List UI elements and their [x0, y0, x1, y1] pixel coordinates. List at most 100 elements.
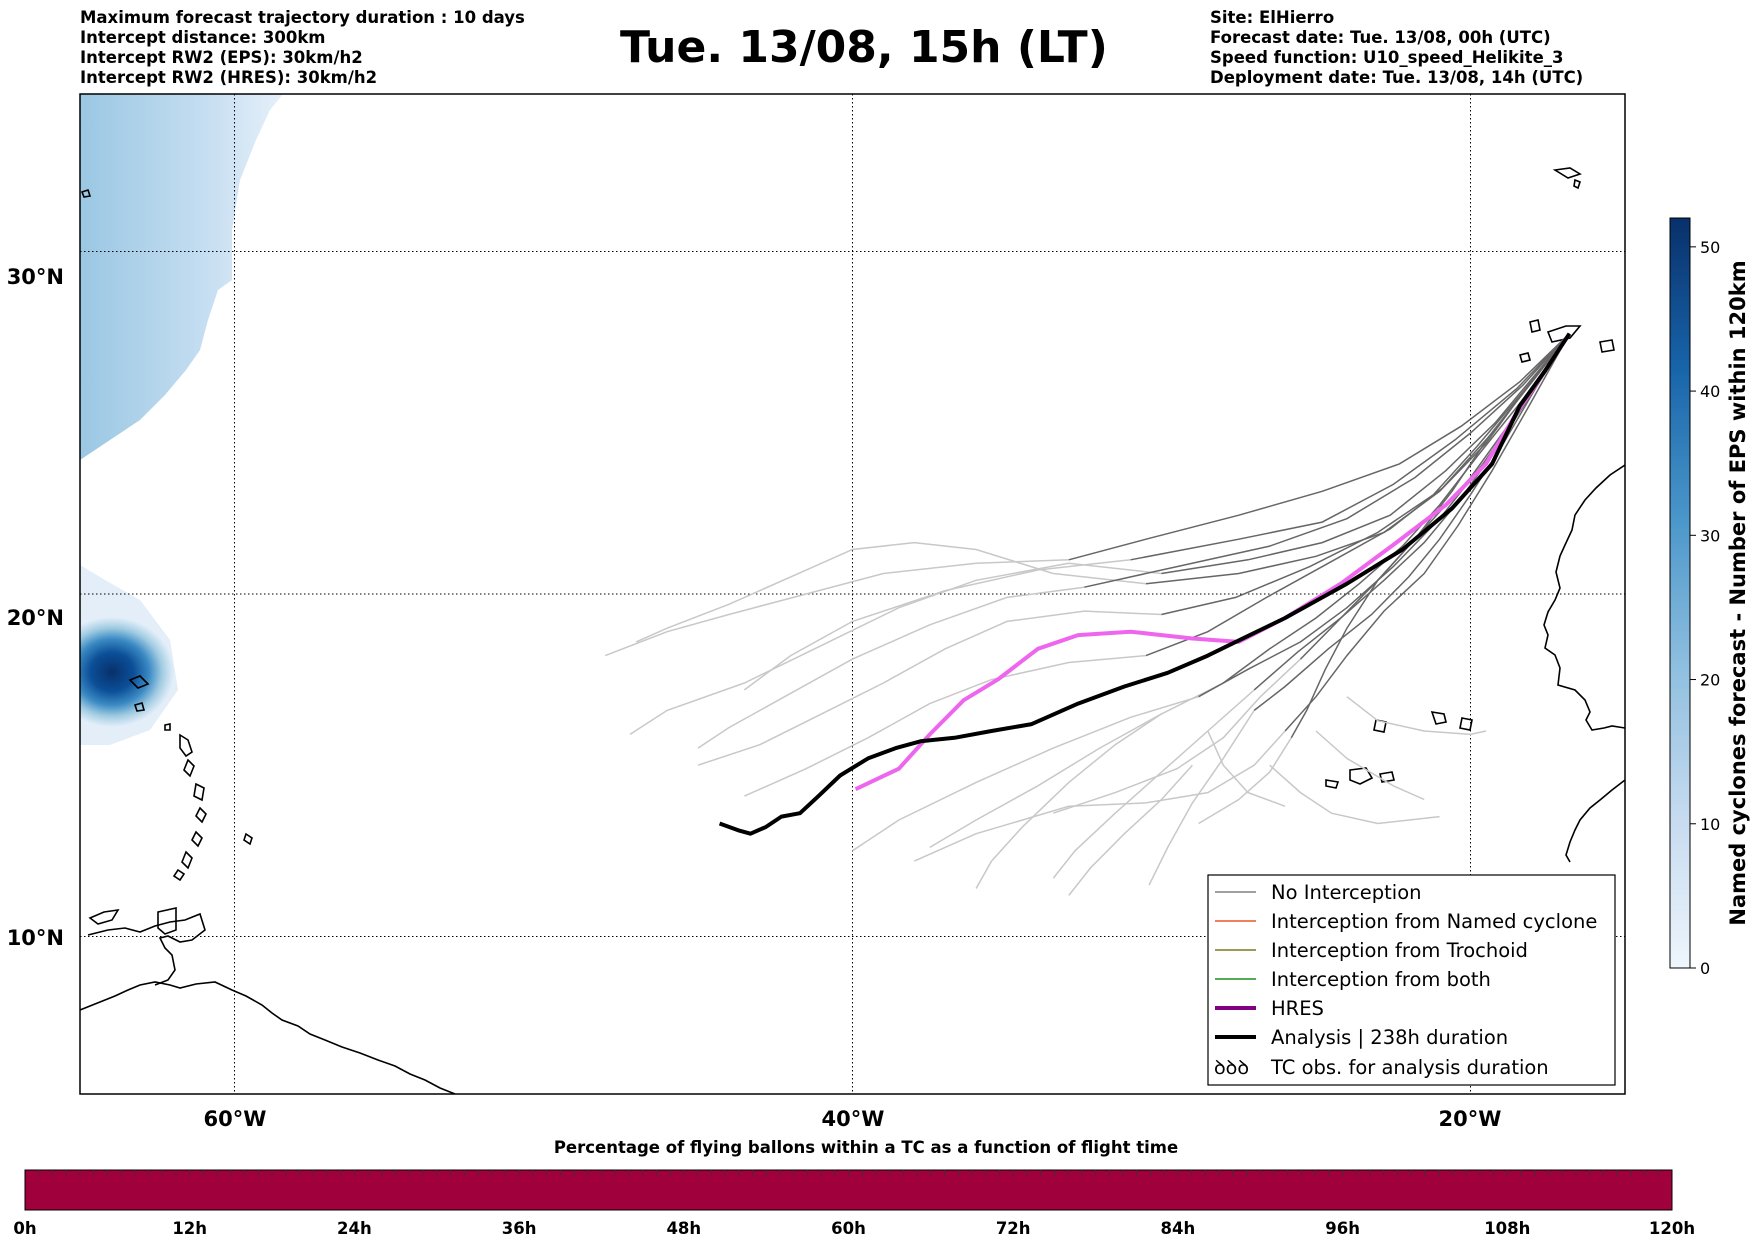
eps-trajectory-early: [1084, 333, 1570, 588]
virgin-islands: [128, 675, 150, 712]
header-right-line: Forecast date: Tue. 13/08, 00h (UTC): [1210, 28, 1551, 47]
eps-trajectory-late: [743, 559, 1131, 691]
lat-label-20n: 20°N: [7, 606, 64, 630]
eps-trajectory-early: [1222, 333, 1571, 684]
main-title: Tue. 13/08, 15h (LT): [620, 22, 1108, 73]
eps-trajectory-late: [1346, 696, 1487, 736]
eps-trajectory-early: [1130, 333, 1570, 561]
header-right-line: Speed function: U10_speed_Helikite_3: [1210, 48, 1564, 67]
eps-trajectory-late: [1053, 658, 1302, 814]
legend-label-no-interception: No Interception: [1271, 881, 1422, 904]
legend-box: [1207, 874, 1616, 1086]
colorbar-tick-label: 0: [1700, 959, 1710, 978]
eps-trajectory-late: [744, 654, 1147, 797]
legend-label-trochoid: Interception from Trochoid: [1271, 939, 1528, 962]
cyclone-core: [80, 617, 174, 727]
eps-trajectory-late: [1198, 737, 1292, 825]
colorbar-right-bar: [1669, 217, 1691, 969]
timeline-labels: 0h 12h 24h 36h 48h 60h 72h 84h 96h 108h 120h: [13, 1219, 1695, 1238]
legend-label-named-cyclone: Interception from Named cyclone: [1271, 910, 1597, 933]
eps-trajectory-late: [635, 541, 1147, 643]
header-right-line: Site: ElHierro: [1210, 8, 1335, 27]
lesser-antilles-6: [181, 850, 193, 870]
eps-trajectory-late: [1148, 709, 1255, 886]
el-hierro: [1519, 352, 1531, 363]
eps-trajectory-late: [605, 559, 1069, 657]
puerto-rico-islet: [164, 723, 171, 731]
timeline-label: 120h: [1649, 1219, 1695, 1238]
barbados: [243, 832, 253, 846]
cyclone-band-north: [80, 94, 283, 460]
lesser-antilles-4: [195, 806, 207, 824]
caribbean-coast: [87, 912, 206, 986]
lon-label-60w: 60°W: [204, 1107, 267, 1131]
bermuda-area: [80, 188, 92, 198]
timeline-label: 0h: [13, 1219, 36, 1238]
eps-trajectory-early: [1161, 333, 1570, 616]
lon-label-20w: 20°W: [1439, 1107, 1502, 1131]
colorbar-tick-label: 10: [1700, 815, 1720, 834]
eps-trajectory-late: [697, 610, 1162, 766]
tobago: [88, 908, 120, 925]
legend-label-both: Interception from both: [1271, 968, 1491, 991]
colorbar-tick-label: 50: [1700, 238, 1720, 257]
legend-label-tc-obs: TC obs. for analysis duration: [1270, 1056, 1549, 1079]
timeline-label: 60h: [831, 1219, 866, 1238]
eps-trajectory-early: [1284, 333, 1571, 732]
timeline-label: 84h: [1161, 1219, 1196, 1238]
timeline-bar: [24, 1169, 1673, 1211]
timeline-label: 96h: [1325, 1219, 1360, 1238]
timeline-label: 36h: [502, 1219, 537, 1238]
eps-trajectory-late: [1269, 764, 1440, 825]
eps-trajectory-late: [1315, 730, 1425, 801]
lon-label-40w: 40°W: [822, 1107, 885, 1131]
trinidad: [157, 907, 177, 935]
eps-trajectory-early: [1290, 333, 1570, 739]
cape-verde-6: [1325, 779, 1340, 789]
timeline-label: 12h: [172, 1219, 207, 1238]
eps-trajectory-late: [1052, 689, 1255, 879]
eps-trajectory-early: [1253, 333, 1571, 711]
cape-verde-1: [1430, 710, 1447, 725]
eps-trajectory-early: [1161, 333, 1570, 575]
colorbar-right: 0 10 20 30 40 50 Named cyclones forecast - Nu…: [1669, 217, 1750, 978]
header-left-info: Maximum forecast trajectory duration : 1…: [80, 8, 525, 88]
timeline-label: 108h: [1484, 1219, 1530, 1238]
lesser-antilles-1: [179, 733, 193, 758]
map-content: [80, 94, 1625, 1094]
eps-trajectory-late: [975, 713, 1162, 889]
timeline: Percentage of flying ballons within a TC…: [13, 1138, 1695, 1238]
colorbar-tick-label: 20: [1700, 671, 1720, 690]
lesser-antilles-3: [193, 782, 205, 802]
legend-label-analysis: Analysis | 238h duration: [1271, 1026, 1508, 1049]
lesser-antilles-2: [183, 758, 195, 778]
hres-trajectory: [854, 332, 1572, 792]
eps-trajectory-late: [929, 682, 1224, 849]
timeline-label: 72h: [996, 1219, 1031, 1238]
colorbar-tick-label: 30: [1700, 526, 1720, 545]
header-left-line: Intercept RW2 (HRES): 30km/h2: [80, 68, 378, 87]
header-left-line: Intercept RW2 (EPS): 30km/h2: [80, 48, 363, 67]
eps-trajectory-late: [1207, 730, 1286, 808]
eps-trajectory-late: [629, 562, 1162, 736]
eps-trajectory-late: [913, 730, 1286, 862]
legend-label-hres: HRES: [1271, 997, 1324, 1020]
eps-trajectory-late: [1068, 764, 1193, 896]
south-america-coast: [80, 981, 456, 1094]
colorbar-tick-label: 40: [1700, 382, 1720, 401]
header-right-info: Site: ElHierro Forecast date: Tue. 13/08…: [1210, 8, 1583, 88]
canary-islands: [1529, 319, 1615, 353]
timeline-label: 24h: [337, 1219, 372, 1238]
lat-label-30n: 30°N: [7, 265, 64, 289]
colorbar-right-label: Named cyclones forecast - Number of EPS …: [1726, 260, 1750, 925]
timeline-ticks: [38, 1170, 1659, 1176]
legend-tc-obs-symbol: ꝺꝺꝺ: [1214, 1056, 1249, 1079]
header-left-line: Intercept distance: 300km: [80, 28, 326, 47]
analysis-trajectory: [718, 332, 1572, 836]
legend: No Interception Interception from Named …: [1207, 874, 1616, 1086]
madeira: [1552, 167, 1582, 190]
timeline-title: Percentage of flying ballons within a TC…: [554, 1138, 1178, 1157]
eps-trajectory-early: [1068, 333, 1570, 561]
timeline-label: 48h: [666, 1219, 701, 1238]
